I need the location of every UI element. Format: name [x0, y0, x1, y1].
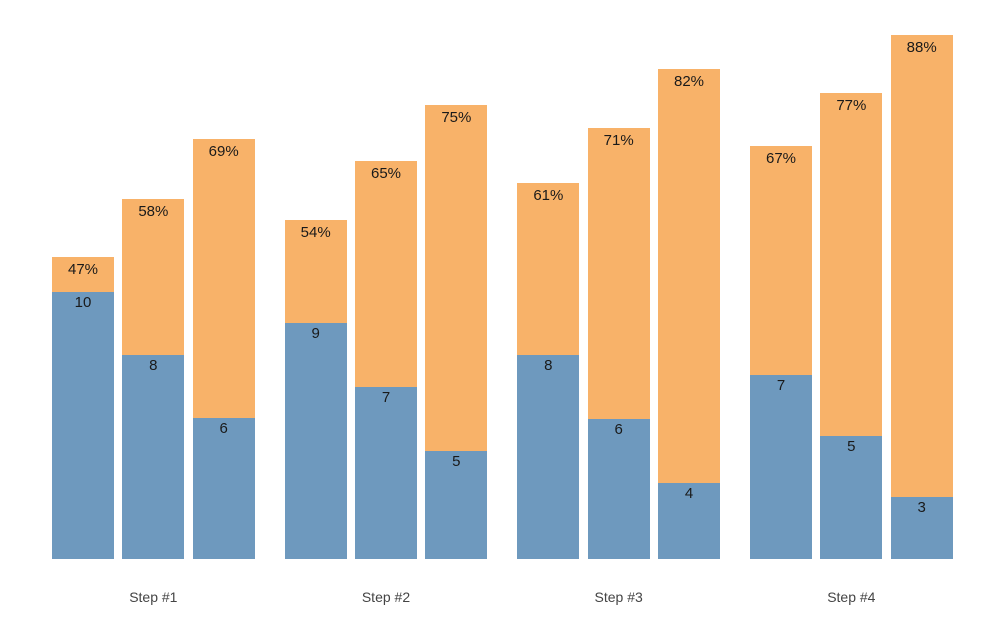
stacked-bar: 82% 4 — [658, 69, 720, 559]
count-segment: 6 — [587, 419, 650, 559]
count-label: 6 — [614, 421, 623, 438]
count-label: 7 — [381, 389, 391, 406]
count-label: 4 — [684, 485, 694, 502]
percent-label: 75% — [441, 109, 472, 126]
count-segment: 10 — [52, 292, 114, 559]
count-segment: 5 — [820, 436, 883, 559]
count-label: 7 — [776, 377, 786, 394]
count-segment: 5 — [425, 451, 488, 559]
category-label: Step #3 — [594, 589, 643, 605]
count-label: 5 — [847, 438, 856, 455]
count-segment: 3 — [890, 497, 953, 559]
stacked-bar: 54% 9 — [284, 220, 347, 559]
stacked-bar: 69% 6 — [192, 139, 255, 559]
count-label: 5 — [452, 453, 461, 470]
percent-label: 77% — [836, 97, 867, 114]
count-label: 8 — [149, 357, 158, 374]
percent-label: 88% — [906, 39, 937, 56]
stacked-bar: 77% 5 — [820, 93, 883, 559]
percent-label: 61% — [533, 187, 564, 204]
count-segment: 9 — [284, 323, 347, 559]
percent-label: 69% — [208, 143, 239, 160]
stacked-bar: 75% 5 — [425, 105, 488, 559]
category-label: Step #1 — [129, 589, 178, 605]
count-label: 3 — [917, 499, 926, 516]
count-label: 9 — [311, 325, 320, 342]
percent-label: 47% — [67, 261, 99, 278]
count-segment: 7 — [750, 375, 812, 559]
percent-label: 58% — [138, 203, 169, 220]
percent-label: 65% — [370, 165, 402, 182]
count-segment: 6 — [192, 418, 255, 559]
stacked-bar: 58% 8 — [122, 199, 185, 559]
percent-label: 82% — [673, 73, 705, 90]
count-segment: 8 — [517, 355, 580, 559]
percent-label: 54% — [300, 224, 331, 241]
count-segment: 8 — [122, 355, 185, 559]
count-label: 8 — [544, 357, 553, 374]
category-label: Step #2 — [361, 589, 411, 605]
percent-label: 67% — [765, 150, 797, 167]
count-segment: 4 — [658, 483, 720, 559]
stacked-bar: 65% 7 — [355, 161, 417, 559]
category-label: Step #4 — [827, 589, 876, 605]
stacked-bar: 47% 10 — [52, 257, 114, 559]
percent-label: 71% — [603, 132, 634, 149]
stacked-bar: 61% 8 — [517, 183, 580, 559]
count-segment: 7 — [355, 387, 417, 559]
count-label: 10 — [74, 294, 92, 311]
stacked-bar: 88% 3 — [890, 35, 953, 559]
stacked-bar: 71% 6 — [587, 128, 650, 559]
count-label: 6 — [219, 420, 228, 437]
stacked-bar: 67% 7 — [750, 146, 812, 559]
